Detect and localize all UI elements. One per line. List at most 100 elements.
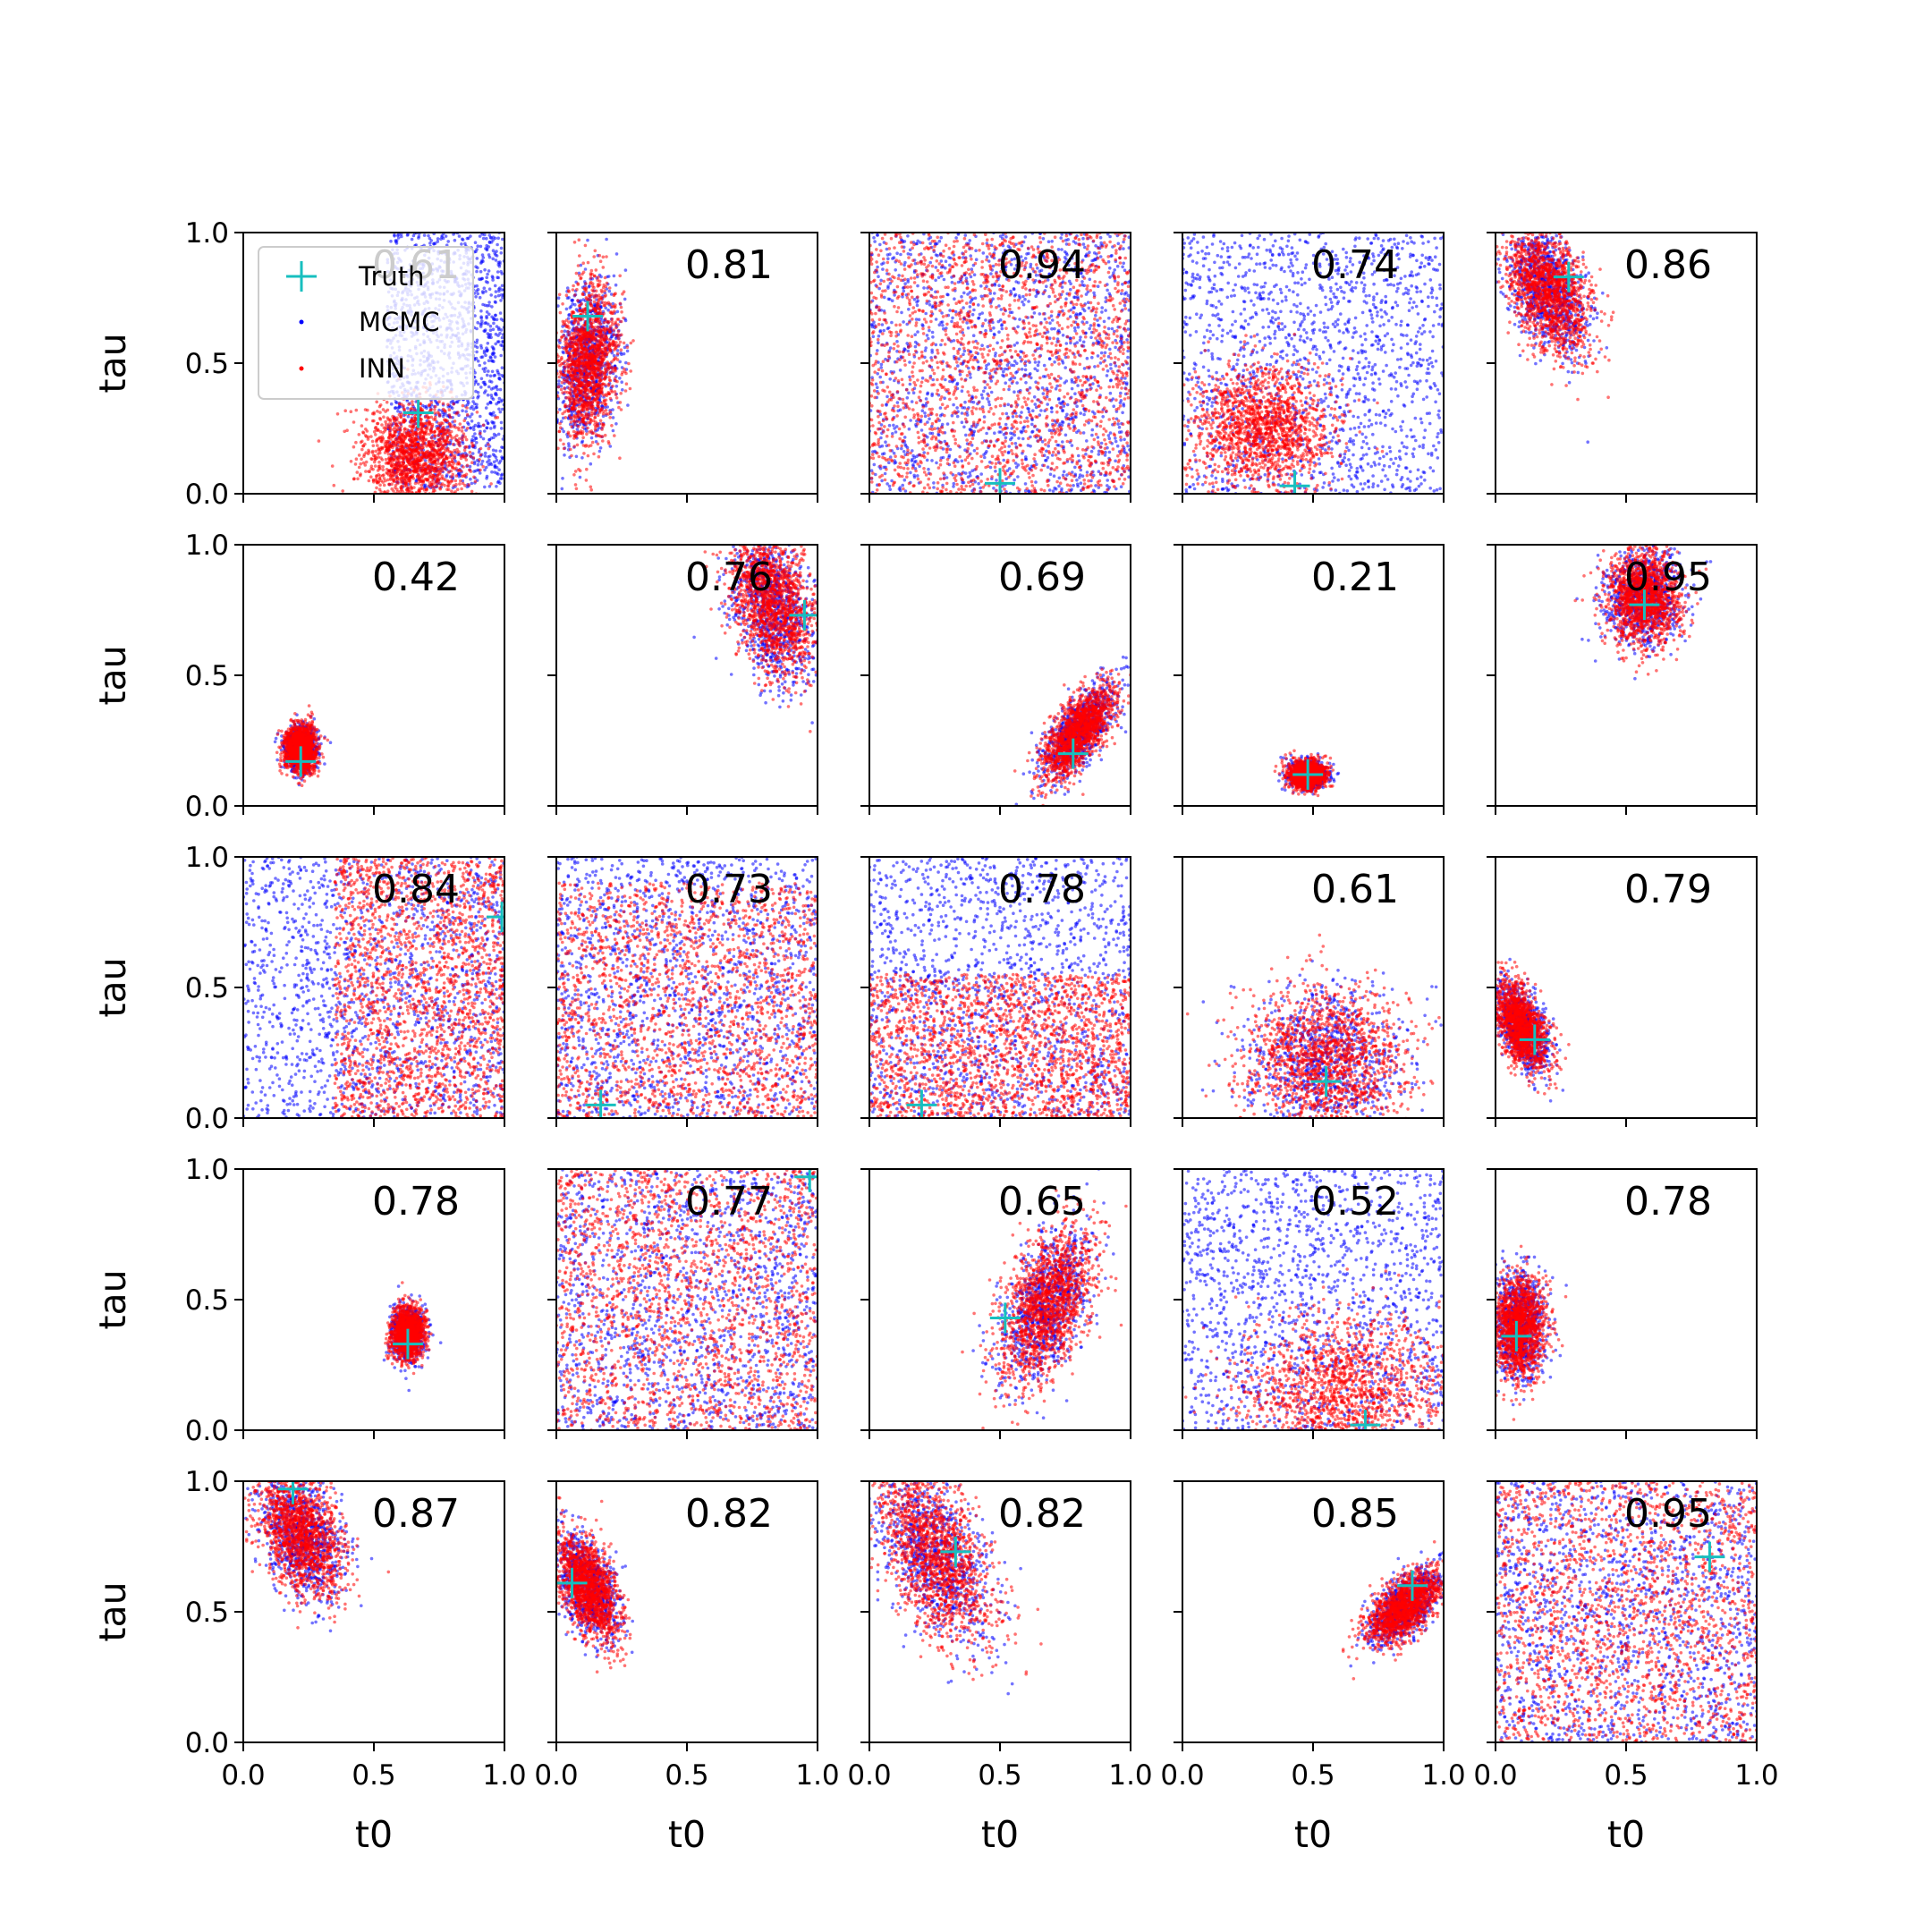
mcmc-point xyxy=(615,385,619,388)
inn-point xyxy=(614,390,617,394)
inn-point xyxy=(439,424,443,428)
inn-point xyxy=(385,462,388,465)
inn-point xyxy=(551,335,555,339)
mcmc-point xyxy=(552,360,555,363)
y-tick-label: 0.5 xyxy=(185,348,229,380)
inn-point xyxy=(379,456,383,460)
mcmc-point xyxy=(472,470,476,473)
inn-point xyxy=(414,453,418,457)
inn-point xyxy=(402,507,405,511)
inn-point xyxy=(409,408,412,411)
inn-point xyxy=(394,504,398,508)
inn-point xyxy=(418,498,421,502)
inn-point xyxy=(402,500,405,504)
inn-point xyxy=(409,499,412,503)
inn-point xyxy=(408,462,411,465)
mcmc-point xyxy=(485,280,488,284)
inn-point xyxy=(406,496,410,500)
inn-point xyxy=(601,301,605,304)
mcmc-point xyxy=(497,468,501,471)
inn-point xyxy=(400,485,403,488)
mcmc-point xyxy=(485,237,488,241)
inn-point xyxy=(378,464,382,468)
inn-point xyxy=(379,403,383,407)
inn-point xyxy=(482,424,486,428)
inn-point xyxy=(336,412,340,416)
inn-point xyxy=(563,386,566,390)
inn-point xyxy=(463,448,467,452)
mcmc-point xyxy=(476,339,479,343)
mcmc-point xyxy=(497,462,501,465)
mcmc-point xyxy=(500,251,504,255)
inn-point xyxy=(587,413,590,417)
mcmc-point xyxy=(541,461,545,464)
inn-point xyxy=(541,431,545,435)
mcmc-point xyxy=(573,303,577,307)
inn-point xyxy=(479,447,483,451)
inn-point xyxy=(604,276,607,280)
inn-point xyxy=(452,473,455,477)
mcmc-point xyxy=(481,292,485,295)
inn-point xyxy=(454,483,458,487)
inn-point xyxy=(396,468,400,471)
inn-point xyxy=(394,437,397,441)
mcmc-point xyxy=(489,236,493,240)
inn-point xyxy=(384,442,387,445)
inn-point xyxy=(378,477,382,480)
inn-point xyxy=(447,487,451,491)
mcmc-point xyxy=(486,350,489,353)
mcmc-point xyxy=(486,273,489,276)
inn-point xyxy=(372,445,376,448)
inn-point xyxy=(619,392,623,395)
inn-point xyxy=(399,537,402,540)
mcmc-point xyxy=(480,259,484,263)
inn-point xyxy=(461,426,464,429)
inn-point xyxy=(454,426,458,429)
inn-point xyxy=(560,330,564,334)
mcmc-point xyxy=(562,430,565,434)
inn-point xyxy=(427,495,430,498)
mcmc-point xyxy=(486,374,489,377)
inn-point xyxy=(591,326,595,329)
mcmc-point xyxy=(562,352,565,355)
inn-point xyxy=(392,474,395,478)
inn-point xyxy=(601,439,605,443)
mcmc-point xyxy=(471,452,475,455)
mcmc-point xyxy=(460,242,463,246)
inn-series xyxy=(523,238,635,496)
inn-point xyxy=(428,499,431,503)
inn-point xyxy=(402,449,405,453)
mcmc-point xyxy=(479,415,482,419)
mcmc-point xyxy=(499,411,503,414)
inn-point xyxy=(406,497,410,501)
mcmc-point xyxy=(488,256,492,259)
mcmc-point xyxy=(490,360,494,363)
inn-point xyxy=(616,352,620,356)
inn-point xyxy=(564,374,567,377)
inn-point xyxy=(462,404,465,408)
mcmc-point xyxy=(551,425,555,428)
inn-point xyxy=(400,488,403,492)
inn-point xyxy=(386,449,389,453)
mcmc-point xyxy=(576,428,580,431)
inn-point xyxy=(425,451,428,454)
inn-point xyxy=(558,364,562,368)
inn-point xyxy=(479,509,483,513)
mcmc-point xyxy=(474,406,478,410)
inn-point xyxy=(619,401,623,404)
inn-point xyxy=(401,502,404,505)
mcmc-point xyxy=(487,386,491,389)
mcmc-point xyxy=(496,481,500,485)
inn-point xyxy=(397,421,401,425)
inn-point xyxy=(382,415,386,419)
mcmc-point xyxy=(491,258,495,261)
mcmc-point xyxy=(473,432,477,436)
inn-point xyxy=(487,443,490,446)
inn-point xyxy=(625,382,629,386)
inn-point xyxy=(384,512,387,515)
inn-point xyxy=(430,439,434,443)
inn-point xyxy=(373,430,377,434)
inn-point xyxy=(386,499,390,503)
mcmc-point xyxy=(476,257,479,260)
inn-point xyxy=(433,444,436,447)
